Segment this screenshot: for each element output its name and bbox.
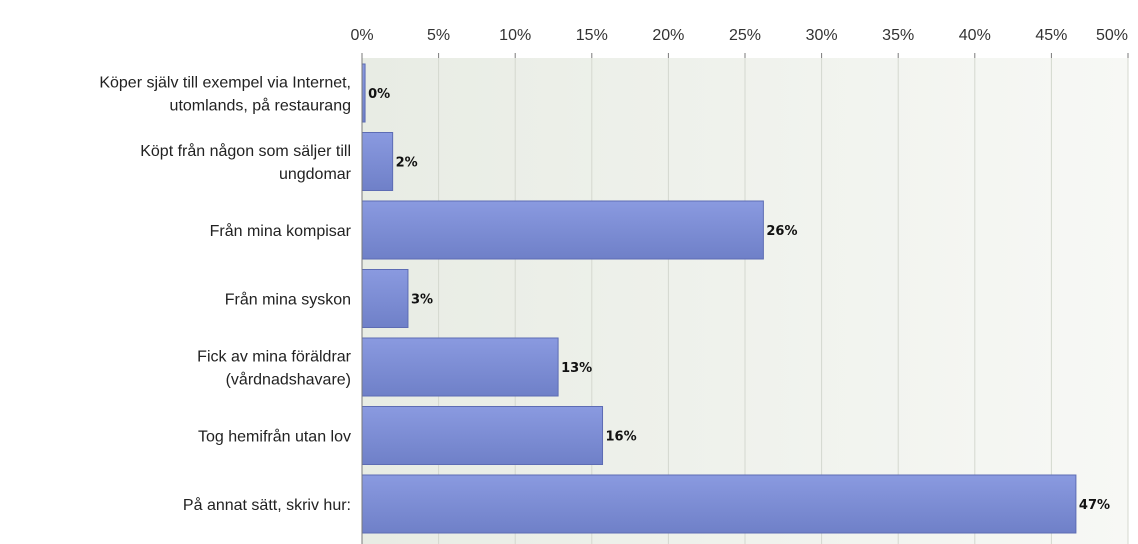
x-tick-label: 30% [806, 27, 838, 44]
gridlines [438, 58, 1129, 544]
category-label: På annat sätt, skriv hur: [183, 496, 351, 514]
category-labels: Köper själv till exempel via Internet, ut… [99, 75, 351, 515]
bar-value-label: 16% [606, 430, 637, 445]
value-labels: 0% 2% 26% 3% 13% 16% 47% [368, 87, 1110, 513]
bar [361, 132, 394, 191]
bar-value-label: 0% [368, 87, 390, 102]
bar [361, 200, 764, 260]
category-label: Köpt från någon som säljer till ungdomar [140, 142, 351, 183]
x-tick-label: 10% [499, 27, 531, 44]
category-label: Köper själv till exempel via Internet, ut… [99, 75, 351, 115]
category-label: Tog hemifrån utan lov [198, 428, 351, 446]
bar [361, 337, 559, 397]
bar [361, 406, 604, 465]
bar-value-label: 26% [766, 224, 797, 239]
x-tick-label: 5% [427, 27, 450, 44]
category-label: Fick av mina föräldrar (vårdnadshavare) [197, 349, 351, 389]
x-tick-label: 50% [1096, 27, 1128, 44]
category-label: Från mina syskon [225, 291, 351, 309]
category-label: Från mina kompisar [210, 222, 352, 240]
x-tick-label: 25% [729, 27, 761, 44]
bar-value-label: 2% [396, 156, 418, 171]
bar-value-label: 3% [411, 293, 433, 308]
x-tick-label: 40% [959, 27, 991, 44]
x-tick-label: 35% [882, 27, 914, 44]
x-tick-label: 20% [652, 27, 684, 44]
x-tick-label: 0% [350, 27, 373, 44]
x-axis-ticks: 0% 5% 10% 15% 20% 25% 30% 35% 40% 45% 50% [350, 27, 1129, 58]
x-tick-label: 45% [1035, 27, 1067, 44]
bar [361, 474, 1077, 534]
x-tick-label: 15% [576, 27, 608, 44]
bar-value-label: 13% [561, 361, 592, 376]
bars [361, 63, 1077, 534]
bar [361, 269, 409, 328]
bar-value-label: 47% [1079, 498, 1110, 513]
